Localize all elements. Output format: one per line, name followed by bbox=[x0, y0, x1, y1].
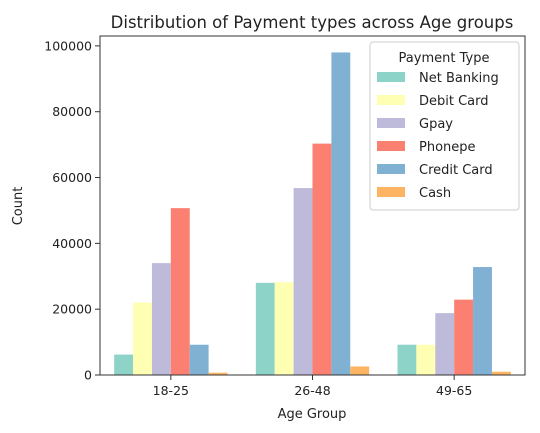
y-tick-label: 80000 bbox=[52, 104, 92, 119]
legend-label-credit-card: Credit Card bbox=[419, 163, 493, 178]
legend-title: Payment Type bbox=[399, 51, 490, 66]
bar-net-banking-49-65 bbox=[397, 344, 417, 375]
bar-cash-26-48 bbox=[350, 366, 370, 375]
bar-phonepe-49-65 bbox=[454, 299, 474, 375]
bars bbox=[114, 52, 511, 376]
bar-gpay-26-48 bbox=[293, 188, 313, 375]
x-tick-label: 26-48 bbox=[294, 383, 330, 398]
bar-net-banking-26-48 bbox=[255, 282, 275, 375]
bar-cash-18-25 bbox=[208, 372, 228, 375]
bar-gpay-18-25 bbox=[151, 263, 171, 375]
x-axis: 18-25 26-48 49-65 bbox=[153, 375, 472, 398]
legend-box bbox=[369, 41, 520, 211]
y-tick-label: 40000 bbox=[52, 236, 92, 251]
y-tick-label: 0 bbox=[84, 368, 92, 383]
bar-phonepe-26-48 bbox=[312, 143, 332, 375]
legend-label-debit-card: Debit Card bbox=[419, 94, 489, 109]
y-axis-label: Count bbox=[11, 187, 26, 226]
x-tick-label: 18-25 bbox=[153, 383, 189, 398]
legend-label-gpay: Gpay bbox=[419, 117, 453, 132]
y-axis: 0 20000 40000 60000 80000 100000 bbox=[44, 38, 100, 383]
y-tick-label: 20000 bbox=[52, 302, 92, 317]
legend-swatch-gpay bbox=[377, 118, 405, 128]
x-axis-label: Age Group bbox=[278, 407, 347, 422]
bar-credit-card-26-48 bbox=[331, 52, 351, 376]
legend-entries: Net Banking Debit Card Gpay Phonepe Credit C… bbox=[377, 71, 499, 201]
legend-label-phonepe: Phonepe bbox=[419, 140, 476, 155]
legend: Payment Type Net Banking Debit Card Gpay Ph… bbox=[369, 41, 520, 211]
legend-swatch-debit-card bbox=[377, 95, 405, 105]
y-tick-label: 60000 bbox=[52, 170, 92, 185]
legend-swatch-credit-card bbox=[377, 164, 405, 174]
bar-debit-card-49-65 bbox=[416, 344, 436, 375]
legend-swatch-net-banking bbox=[377, 72, 405, 82]
legend-label-net-banking: Net Banking bbox=[419, 71, 499, 86]
legend-swatch-cash bbox=[377, 187, 405, 197]
bar-credit-card-49-65 bbox=[473, 267, 492, 375]
bar-gpay-49-65 bbox=[435, 313, 455, 375]
chart-title: Distribution of Payment types across Age… bbox=[111, 13, 514, 32]
bar-net-banking-18-25 bbox=[114, 354, 134, 375]
x-tick-label: 49-65 bbox=[436, 383, 472, 398]
bar-cash-49-65 bbox=[491, 371, 511, 375]
bar-debit-card-26-48 bbox=[274, 282, 294, 375]
y-tick-label: 100000 bbox=[44, 38, 92, 53]
bar-phonepe-18-25 bbox=[170, 208, 190, 375]
legend-label-cash: Cash bbox=[419, 186, 451, 201]
legend-swatch-phonepe bbox=[377, 141, 405, 151]
bar-credit-card-18-25 bbox=[189, 344, 209, 375]
bar-debit-card-18-25 bbox=[133, 302, 152, 375]
